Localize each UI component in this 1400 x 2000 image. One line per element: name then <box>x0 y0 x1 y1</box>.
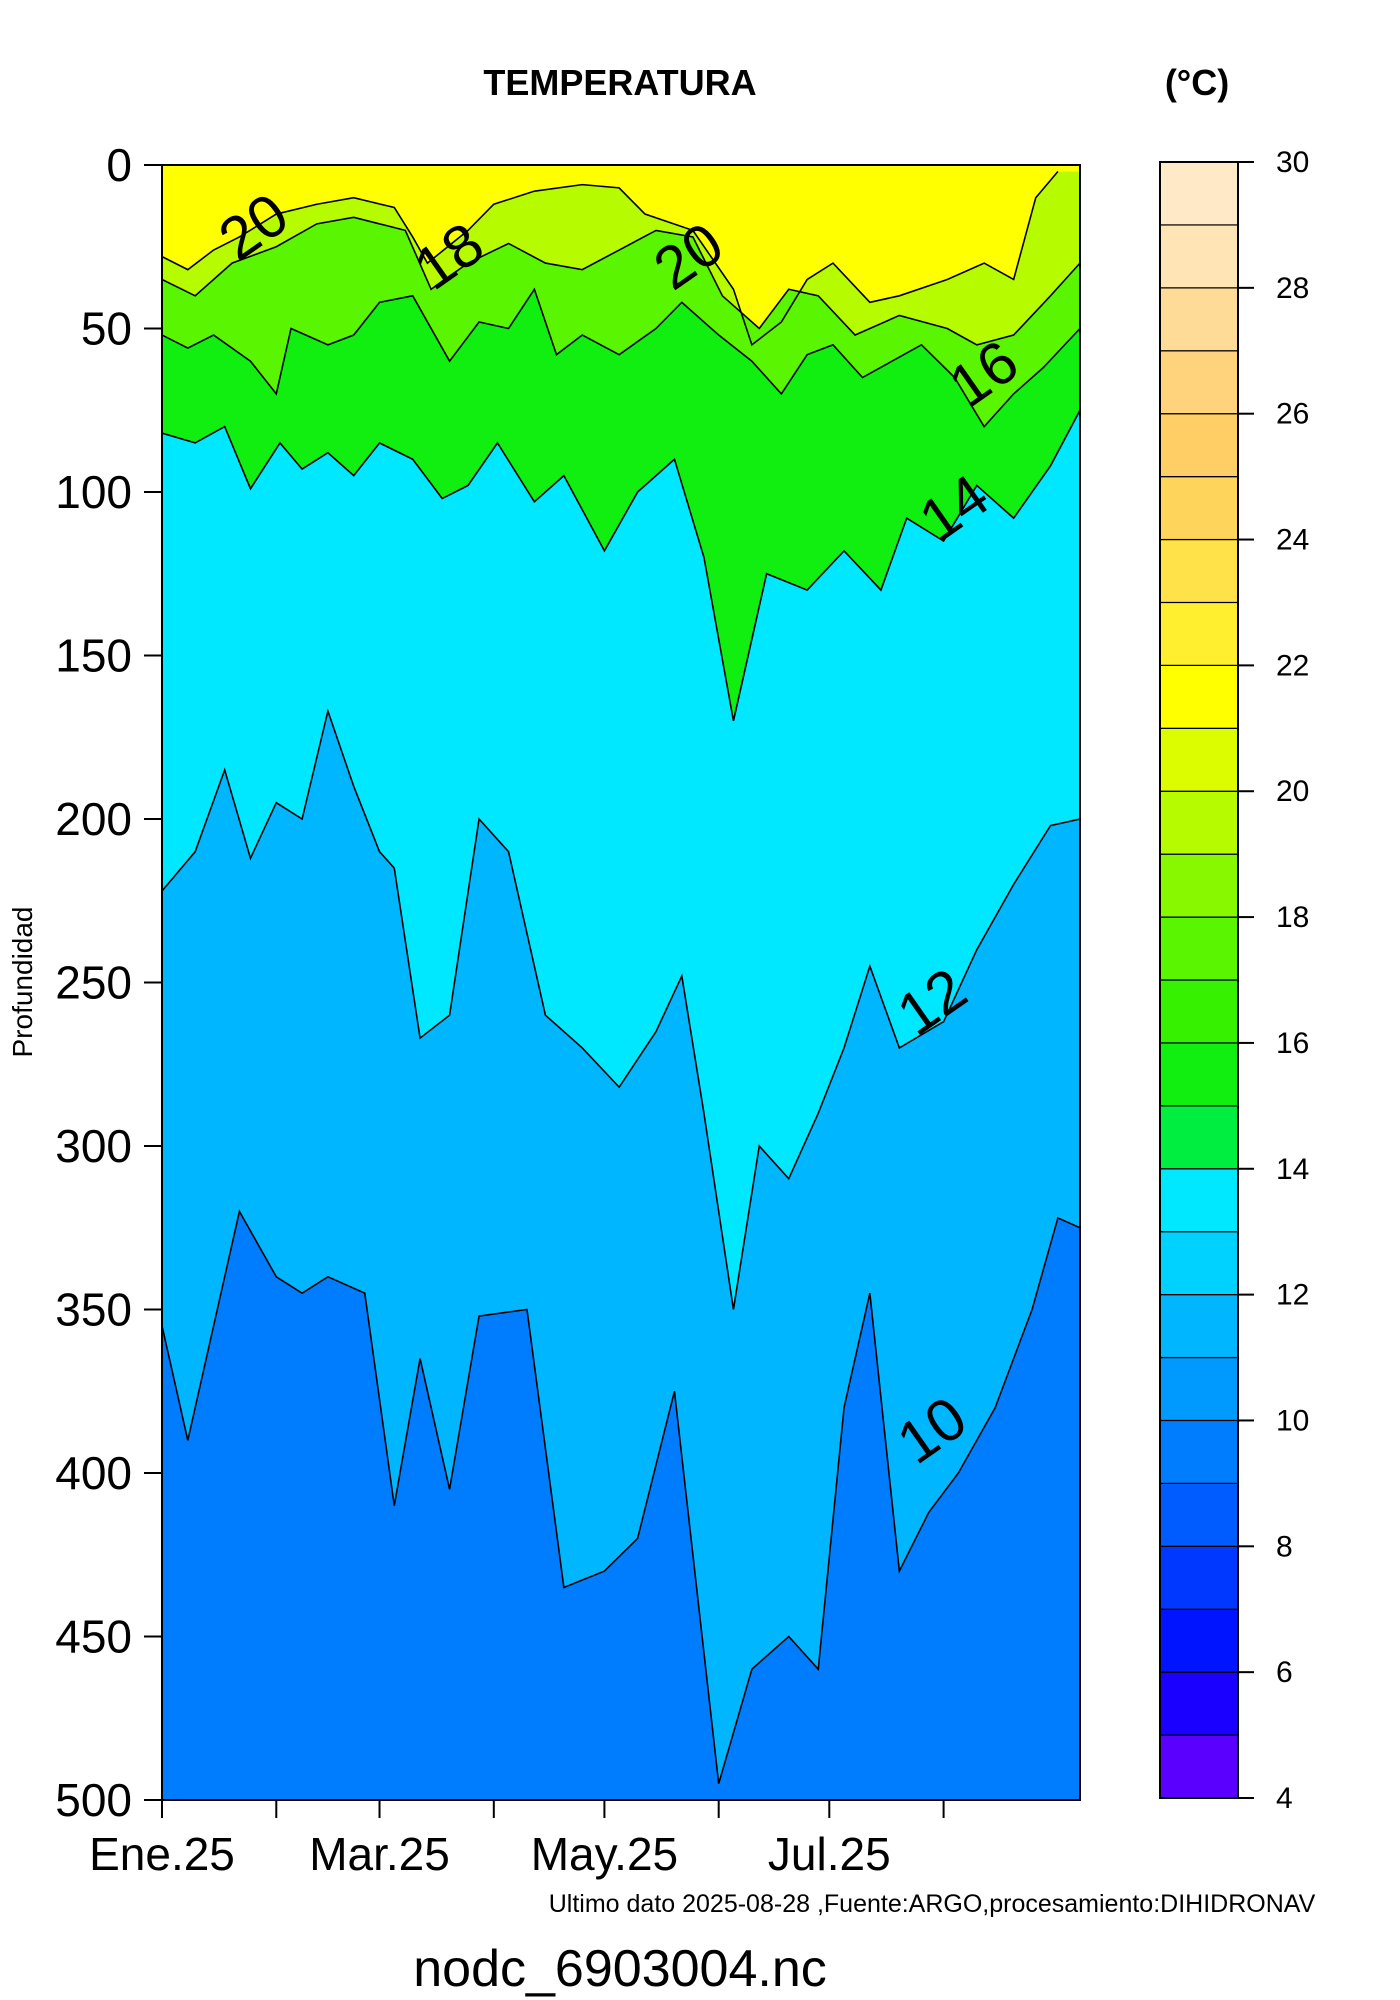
x-tick-label-Mar.25: Mar.25 <box>309 1828 450 1880</box>
colorbar-tick-label-8: 8 <box>1276 1530 1293 1563</box>
colorbar-tick-label-26: 26 <box>1276 398 1309 431</box>
colorbar-swatch-13 <box>1159 1168 1239 1233</box>
x-tick-label-May.25: May.25 <box>531 1828 678 1880</box>
colorbar-swatch-21 <box>1159 664 1239 729</box>
colorbar-swatch-25 <box>1159 413 1239 478</box>
colorbar-tick-label-30: 30 <box>1276 146 1309 179</box>
colorbar: 4 6 8 10 12 14 16 18 20 22 24 26 28 30 <box>1159 146 1309 1815</box>
isotherm-16 <box>162 287 1080 428</box>
file-label: nodc_6903004.nc <box>413 1940 827 1998</box>
colorbar-swatch-12 <box>1159 1231 1239 1296</box>
y-tick-label-0: 0 <box>106 139 132 191</box>
y-tick-label-400: 400 <box>55 1447 132 1499</box>
y-tick-label-250: 250 <box>55 957 132 1009</box>
colorbar-swatch-7 <box>1159 1545 1239 1610</box>
source-note: Ultimo dato 2025-08-28 ,Fuente:ARGO,proc… <box>549 1890 1316 1918</box>
colorbar-swatch-5 <box>1159 1671 1239 1736</box>
colorbar-swatch-26 <box>1159 350 1239 415</box>
colorbar-tick-label-12: 12 <box>1276 1279 1309 1312</box>
colorbar-swatch-10 <box>1159 1356 1239 1422</box>
y-tick-label-150: 150 <box>55 630 132 682</box>
colorbar-swatch-19 <box>1159 790 1239 855</box>
colorbar-tick-label-22: 22 <box>1276 649 1309 682</box>
isotherm-18 <box>162 216 1080 346</box>
isotherm-12 <box>162 708 1080 1310</box>
colorbar-swatch-24 <box>1159 476 1239 541</box>
colorbar-frame <box>1159 161 1239 1799</box>
colorbar-tick-label-6: 6 <box>1276 1656 1293 1689</box>
y-tick-label-50: 50 <box>81 303 132 355</box>
colorbar-units-label: (°C) <box>1165 62 1229 103</box>
colorbar-tick-label-14: 14 <box>1276 1153 1309 1186</box>
y-tick-label-100: 100 <box>55 466 132 518</box>
plot-area <box>162 165 1080 1800</box>
y-axis-label: Profundidad <box>7 906 38 1057</box>
isotherm-lines <box>162 171 1080 1784</box>
colorbar-tick-label-24: 24 <box>1276 524 1309 557</box>
colorbar-swatch-27 <box>1159 287 1239 352</box>
y-tick-label-300: 300 <box>55 1120 132 1172</box>
band-below-10 <box>162 1211 1080 1800</box>
colorbar-swatch-16 <box>1159 979 1239 1044</box>
chart-title: TEMPERATURA <box>483 62 756 103</box>
colorbar-swatch-22 <box>1159 601 1239 666</box>
colorbar-swatch-4 <box>1159 1734 1239 1799</box>
isotherm-10 <box>162 1209 1080 1784</box>
colorbar-swatch-17 <box>1159 916 1239 981</box>
colorbar-tick-label-10: 10 <box>1276 1404 1309 1437</box>
x-tick-label-Jul.25: Jul.25 <box>768 1828 891 1880</box>
y-tick-label-200: 200 <box>55 793 132 845</box>
colorbar-swatch-11 <box>1159 1294 1239 1359</box>
y-tick-label-450: 450 <box>55 1611 132 1663</box>
y-tick-label-500: 500 <box>55 1774 132 1826</box>
y-axis: 0 50 100 150 200 250 300 350 400 450 500 <box>55 139 162 1826</box>
colorbar-swatch-18 <box>1159 853 1239 918</box>
isotherm-14 <box>162 409 1080 722</box>
isotherm-20 <box>162 171 1059 347</box>
colorbar-swatch-8 <box>1159 1482 1239 1547</box>
colorbar-tick-label-16: 16 <box>1276 1027 1309 1060</box>
colorbar-swatch-20 <box>1159 727 1239 792</box>
x-tick-label-Ene.25: Ene.25 <box>89 1828 235 1880</box>
colorbar-tick-label-4: 4 <box>1276 1782 1293 1815</box>
colorbar-swatch-15 <box>1159 1042 1239 1107</box>
colorbar-swatch-29 <box>1159 161 1239 226</box>
x-axis: Ene.25 Mar.25 May.25 Jul.25 <box>89 1799 1080 1880</box>
colorbar-swatch-28 <box>1159 224 1239 289</box>
colorbar-tick-label-20: 20 <box>1276 775 1309 808</box>
y-tick-label-350: 350 <box>55 1284 132 1336</box>
colorbar-swatch-6 <box>1159 1608 1239 1673</box>
colorbar-swatch-9 <box>1159 1419 1239 1484</box>
temperature-bands <box>162 165 1080 1800</box>
colorbar-tick-label-28: 28 <box>1276 272 1309 305</box>
colorbar-tick-label-18: 18 <box>1276 901 1309 934</box>
colorbar-swatch-23 <box>1159 538 1239 604</box>
colorbar-swatch-14 <box>1159 1105 1239 1170</box>
